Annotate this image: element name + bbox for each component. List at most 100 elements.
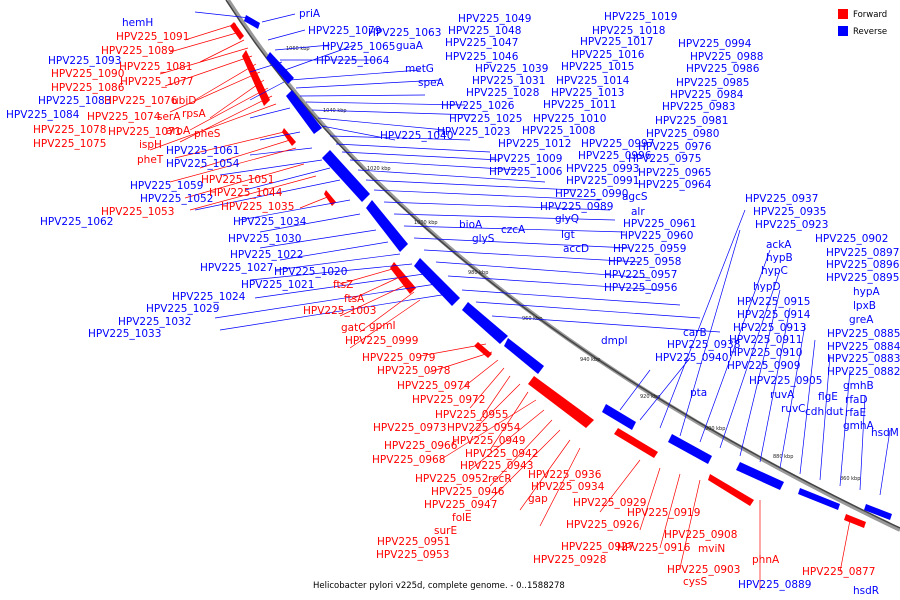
gene-label[interactable]: HPV225_1022 xyxy=(230,249,303,261)
gene-label[interactable]: HPV225_1028 xyxy=(466,87,539,99)
gene-label[interactable]: HPV225_1093 xyxy=(48,55,121,67)
gene-label[interactable]: HPV225_1026 xyxy=(441,100,515,112)
gene-label[interactable]: HPV225_1081 xyxy=(119,61,192,73)
gene-label[interactable]: HPV225_0923 xyxy=(755,219,828,231)
gene-label[interactable]: HPV225_0993 xyxy=(566,163,639,175)
gene-label[interactable]: hemH xyxy=(122,17,153,29)
gene-label[interactable]: HPV225_1077 xyxy=(120,76,193,88)
gene-label[interactable]: HPV225_1083 xyxy=(38,95,111,107)
gene-label[interactable]: aroA xyxy=(166,125,191,137)
gene-label[interactable]: HPV225_0895 xyxy=(826,272,899,284)
gene-label[interactable]: HPV225_0910 xyxy=(729,347,802,359)
gene-label[interactable]: HPV225_0983 xyxy=(662,101,735,113)
gene-label[interactable]: HPV225_0882 xyxy=(827,366,900,378)
gene-label[interactable]: HPV225_0916 xyxy=(617,542,691,554)
gene-label[interactable]: HPV225_0903 xyxy=(667,564,740,576)
gene-label[interactable]: HPV225_0954 xyxy=(447,422,521,434)
gene-label[interactable]: HPV225_0927 xyxy=(561,541,634,553)
gene-label[interactable]: alr xyxy=(631,206,645,218)
gene-label[interactable]: HPV225_0958 xyxy=(608,256,681,268)
gene-label[interactable]: HPV225_1016 xyxy=(571,49,645,61)
gene-label[interactable]: HPV225_1011 xyxy=(543,99,616,111)
gene-label[interactable]: HPV225_0991 xyxy=(566,175,639,187)
gene-label[interactable]: HPV225_0911 xyxy=(729,334,802,346)
gene-label[interactable]: HPV225_0877 xyxy=(802,566,875,578)
gene-label[interactable]: carB xyxy=(683,327,707,339)
gene-label[interactable]: HPV225_0994 xyxy=(678,38,752,50)
gene-label[interactable]: gpmI xyxy=(369,320,396,332)
gene-label[interactable]: hypB xyxy=(766,252,793,264)
gene-label[interactable]: metG xyxy=(405,63,434,75)
gene-label[interactable]: HPV225_0984 xyxy=(670,89,744,101)
gene-label[interactable]: HPV225_1065 xyxy=(322,41,395,53)
gene-label[interactable]: ftsA xyxy=(344,293,365,305)
gene-label[interactable]: HPV225_1025 xyxy=(449,113,522,125)
gene-label[interactable]: HPV225_1046 xyxy=(445,51,519,63)
gene-label[interactable]: HPV225_1006 xyxy=(489,166,563,178)
gene-label[interactable]: HPV225_0957 xyxy=(604,269,677,281)
gene-label[interactable]: ackA xyxy=(766,239,792,251)
gene-label[interactable]: rfaD xyxy=(845,394,868,406)
gene-label[interactable]: HPV225_0997 xyxy=(581,138,654,150)
gene-label[interactable]: HPV225_1039 xyxy=(475,63,548,75)
gene-label[interactable]: gmhA xyxy=(843,420,875,432)
gene-label[interactable]: HPV225_1054 xyxy=(166,158,240,170)
gene-label[interactable]: HPV225_1027 xyxy=(200,262,273,274)
gene-label[interactable]: rpsA xyxy=(182,108,206,120)
gene-label[interactable]: HPV225_1024 xyxy=(172,291,246,303)
gene-label[interactable]: HPV225_1049 xyxy=(458,13,531,25)
gene-label[interactable]: accD xyxy=(563,243,589,255)
gene-label[interactable]: czcA xyxy=(501,224,526,236)
gene-label[interactable]: HPV225_1064 xyxy=(316,55,390,67)
gene-label[interactable]: dmpI xyxy=(601,335,628,347)
gene-label[interactable]: HPV225_1071 xyxy=(108,126,181,138)
gene-label[interactable]: HPV225_0978 xyxy=(377,365,450,377)
gene-label[interactable]: HPV225_0999 xyxy=(345,335,418,347)
gene-label[interactable]: ruvC xyxy=(781,403,806,415)
gene-label[interactable]: HPV225_0979 xyxy=(362,352,435,364)
gene-label[interactable]: HPV225_1051 xyxy=(201,174,274,186)
gene-label[interactable]: ftsZ xyxy=(333,279,353,291)
gene-label[interactable]: HPV225_1019 xyxy=(604,11,677,23)
gene-label[interactable]: HPV225_1035 xyxy=(221,201,294,213)
gene-label[interactable]: speA xyxy=(418,77,445,89)
gene-label[interactable]: HPV225_0990 xyxy=(555,188,628,200)
gene-label[interactable]: hsdM xyxy=(871,427,899,439)
gene-label[interactable]: HPV225_1014 xyxy=(556,75,630,87)
gene-label[interactable]: bioA xyxy=(459,219,483,231)
gene-label[interactable]: pheT xyxy=(137,154,164,166)
gene-label[interactable]: greA xyxy=(849,314,874,326)
gene-label[interactable]: HPV225_1023 xyxy=(437,126,510,138)
gene-label[interactable]: HPV225_0956 xyxy=(604,282,678,294)
gene-label[interactable]: HPV225_1015 xyxy=(561,61,634,73)
gene-label[interactable]: HPV225_1091 xyxy=(116,31,189,43)
gene-label[interactable]: HPV225_0953 xyxy=(376,549,449,561)
gene-label[interactable]: HPV225_0909 xyxy=(727,360,800,372)
gene-label[interactable]: HPV225_1090 xyxy=(51,68,124,80)
gene-label[interactable]: HPV225_1061 xyxy=(166,145,239,157)
gene-label[interactable]: HPV225_1013 xyxy=(551,87,624,99)
gene-label[interactable]: HPV225_1075 xyxy=(33,138,106,150)
gene-label[interactable]: HPV225_0936 xyxy=(528,469,602,481)
gene-label[interactable]: HPV225_1010 xyxy=(533,113,606,125)
gene-label[interactable]: HPV225_0949 xyxy=(452,435,525,447)
gene-label[interactable]: HPV225_0913 xyxy=(733,322,806,334)
gene-label[interactable]: HPV225_0929 xyxy=(573,497,646,509)
gene-label[interactable]: HPV225_0902 xyxy=(815,233,888,245)
gene-label[interactable]: HPV225_0943 xyxy=(460,460,533,472)
gene-label[interactable]: HPV225_1021 xyxy=(241,279,314,291)
gene-label[interactable]: HPV225_0937 xyxy=(745,193,818,205)
gene-label[interactable]: HPV225_0974 xyxy=(397,380,471,392)
gene-label[interactable]: HPV225_0915 xyxy=(737,296,810,308)
gene-label[interactable]: HPV225_1086 xyxy=(51,82,125,94)
gene-label[interactable]: HPV225_0959 xyxy=(613,243,686,255)
gene-label[interactable]: HPV225_0972 xyxy=(412,394,485,406)
gene-label[interactable]: HPV225_1032 xyxy=(118,316,191,328)
gene-label[interactable]: HPV225_0885 xyxy=(827,328,900,340)
gene-label[interactable]: HPV225_1053 xyxy=(101,206,174,218)
gene-label[interactable]: HPV225_1047 xyxy=(445,37,518,49)
gene-label[interactable]: HPV225_0946 xyxy=(431,486,505,498)
gene-label[interactable]: guaA xyxy=(396,40,424,52)
gene-label[interactable]: HPV225_0884 xyxy=(827,341,900,353)
gene-label[interactable]: HPV225_0905 xyxy=(749,375,822,387)
